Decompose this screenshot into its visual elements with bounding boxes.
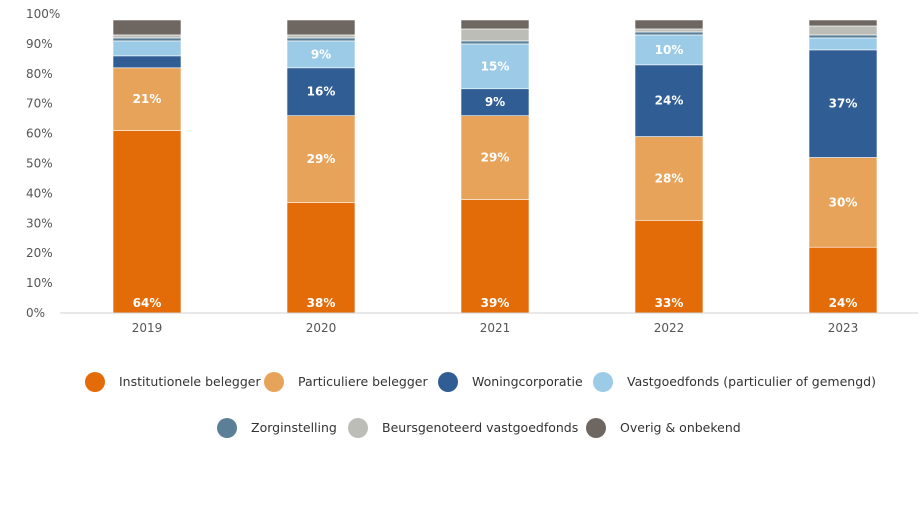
- bar-segment: [634, 220, 704, 314]
- legend-label: Beursgenoteerd vastgoedfonds: [382, 420, 578, 435]
- y-tick-label: 20%: [26, 246, 53, 260]
- bar-segment: [808, 34, 878, 39]
- bar-segment: [634, 19, 704, 30]
- x-tick-label: 2019: [132, 321, 163, 335]
- legend-marker: [593, 372, 613, 392]
- bar-segment: [634, 31, 704, 36]
- bar-data-label: 29%: [481, 151, 510, 165]
- legend-marker: [586, 418, 606, 438]
- legend-item: Overig & onbekend: [586, 418, 741, 438]
- bar-data-label: 9%: [485, 95, 505, 109]
- bar-segment: [808, 157, 878, 248]
- legend-marker: [438, 372, 458, 392]
- legend-label: Zorginstelling: [251, 420, 337, 435]
- bar-stack-2022: 33% 28% 24% 10%: [634, 19, 704, 314]
- legend: Institutionele belegger Particuliere bele…: [85, 372, 876, 438]
- bar-segment: [460, 115, 530, 200]
- legend-label: Particuliere belegger: [298, 374, 428, 389]
- bar-data-label: 64%: [133, 296, 162, 310]
- y-tick-label: 70%: [26, 97, 53, 111]
- x-tick-label: 2020: [306, 321, 337, 335]
- bar-data-label: 33%: [655, 296, 684, 310]
- bar-data-label: 9%: [311, 47, 331, 61]
- bar-segment: [112, 37, 182, 42]
- bar-segment: [808, 37, 878, 51]
- bar-segment: [460, 28, 530, 42]
- y-axis: 0% 10% 20% 30% 40% 50% 60% 70% 80% 90% 100%: [26, 7, 60, 320]
- bar-segment: [112, 55, 182, 69]
- bar-data-label: 24%: [655, 94, 684, 108]
- bar-segment: [286, 19, 356, 36]
- x-axis: 2019 2020 2021 2022 2023: [132, 321, 859, 335]
- bar-data-label: 39%: [481, 296, 510, 310]
- bar-segment: [286, 34, 356, 39]
- bar-segment: [112, 19, 182, 36]
- bar-stack-2021: 39% 29% 9% 15%: [460, 19, 530, 314]
- bar-stack-2023: 24% 30% 37%: [808, 19, 878, 314]
- bar-data-label: 30%: [829, 195, 858, 209]
- bar-segment: [460, 40, 530, 45]
- x-tick-label: 2021: [480, 321, 511, 335]
- y-tick-label: 30%: [26, 216, 53, 230]
- legend-label: Woningcorporatie: [472, 374, 583, 389]
- bar-data-label: 15%: [481, 59, 510, 73]
- bar-segment: [634, 136, 704, 221]
- legend-item: Institutionele belegger: [85, 372, 261, 392]
- legend-item: Beursgenoteerd vastgoedfonds: [348, 418, 578, 438]
- bar-segment: [286, 202, 356, 314]
- legend-marker: [264, 372, 284, 392]
- bar-segment: [808, 19, 878, 27]
- legend-marker: [85, 372, 105, 392]
- bar-data-label: 38%: [307, 296, 336, 310]
- bar-segment: [634, 28, 704, 33]
- legend-label: Institutionele belegger: [119, 374, 261, 389]
- bar-data-label: 29%: [307, 152, 336, 166]
- x-tick-label: 2022: [654, 321, 685, 335]
- bar-segment: [286, 67, 356, 116]
- bar-segment: [460, 19, 530, 30]
- legend-marker: [217, 418, 237, 438]
- bar-data-label: 10%: [655, 43, 684, 57]
- bar-segment: [286, 40, 356, 69]
- y-tick-label: 60%: [26, 127, 53, 141]
- bar-segment: [112, 67, 182, 131]
- bar-segment: [808, 49, 878, 158]
- y-tick-label: 100%: [26, 7, 60, 21]
- legend-item: Vastgoedfonds (particulier of gemengd): [593, 372, 876, 392]
- bar-segment: [112, 34, 182, 39]
- bar-segment: [634, 34, 704, 66]
- y-tick-label: 50%: [26, 157, 53, 171]
- bar-segment: [112, 40, 182, 57]
- y-tick-label: 40%: [26, 186, 53, 200]
- bar-data-label: 21%: [133, 92, 162, 106]
- y-tick-label: 90%: [26, 37, 53, 51]
- y-tick-label: 80%: [26, 67, 53, 81]
- legend-item: Particuliere belegger: [264, 372, 428, 392]
- bars-group: 64% 21% 38% 29% 16% 9% 39% 29% 9% 15% 33% 28% 24% 10%…: [112, 19, 878, 314]
- bar-segment: [112, 130, 182, 314]
- bar-data-label: 16%: [307, 85, 336, 99]
- bar-segment: [460, 199, 530, 314]
- legend-label: Vastgoedfonds (particulier of gemengd): [627, 374, 876, 389]
- legend-item: Zorginstelling: [217, 418, 337, 438]
- bar-stack-2020: 38% 29% 16% 9%: [286, 19, 356, 314]
- bar-data-label: 37%: [829, 97, 858, 111]
- legend-item: Woningcorporatie: [438, 372, 583, 392]
- bar-data-label: 24%: [829, 296, 858, 310]
- bar-segment: [286, 37, 356, 42]
- bar-segment: [460, 43, 530, 90]
- y-tick-label: 10%: [26, 276, 53, 290]
- x-tick-label: 2023: [828, 321, 859, 335]
- bar-data-label: 28%: [655, 171, 684, 185]
- bar-segment: [808, 25, 878, 36]
- legend-label: Overig & onbekend: [620, 420, 741, 435]
- y-tick-label: 0%: [26, 306, 45, 320]
- bar-segment: [634, 64, 704, 137]
- bar-stack-2019: 64% 21%: [112, 19, 182, 314]
- bar-segment: [460, 88, 530, 116]
- legend-marker: [348, 418, 368, 438]
